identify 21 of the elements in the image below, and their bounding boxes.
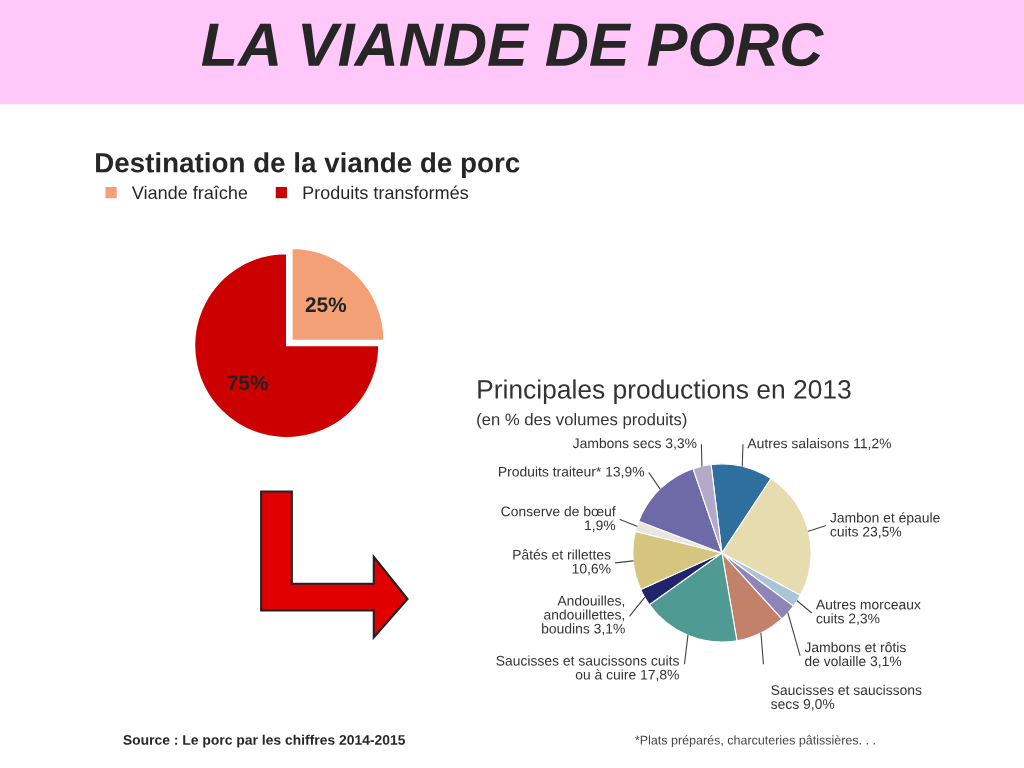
legend-label: Produits transformés <box>303 185 469 200</box>
slice-label: Jambons secs 3,3% <box>572 437 697 450</box>
slice-label: Jambon et épaule cuits 23,5% <box>830 512 940 539</box>
slice-label: Conserve de bœuf 1,9% <box>501 506 616 532</box>
slice-label: Jambons et rôtis de volaille 3,1% <box>804 641 906 668</box>
chart-subtitle: Destination de la viande de porc <box>96 152 520 179</box>
data-label: 25% <box>305 297 347 313</box>
chart-title: Principales productions en 2013 <box>478 379 851 404</box>
slice-label: Autres salaisons 11,2% <box>747 438 892 450</box>
legend-label: Viande fraîche <box>131 185 248 200</box>
slice-label: Pâtés et rillettes 10,6% <box>513 549 611 576</box>
slice-label: Produits traiteur* 13,9% <box>499 466 645 479</box>
chart-title: LA VIANDE DE PORC <box>201 23 824 67</box>
slice-label: Saucisses et saucissons cuits ou à cuire 17,8% <box>496 655 679 682</box>
chart-subtitle: (en % des volumes produits) <box>477 413 687 429</box>
data-label: 75% <box>227 375 268 391</box>
slice-label: Autres morceaux cuits 2,3% <box>815 599 921 626</box>
text: *Plats préparés, charcuteries pâtissières. . . <box>635 735 875 748</box>
slice-label: Saucisses et saucissons secs 9,0% <box>771 684 922 711</box>
slice-label: Andouilles, andouillettes, boudins 3,1% <box>542 595 625 636</box>
source-note: Source : Le porc par les chiffres 2014-2015 <box>123 734 406 748</box>
